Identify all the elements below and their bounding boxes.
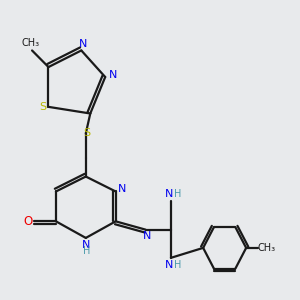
- Text: S: S: [40, 102, 47, 112]
- Text: N: N: [109, 70, 117, 80]
- Text: CH₃: CH₃: [22, 38, 40, 48]
- Text: N: N: [82, 240, 91, 250]
- Text: N: N: [143, 231, 151, 241]
- Text: CH₃: CH₃: [258, 243, 276, 253]
- Text: N: N: [79, 39, 87, 49]
- Text: H: H: [174, 189, 181, 199]
- Text: H: H: [83, 245, 90, 256]
- Text: N: N: [118, 184, 126, 194]
- Text: O: O: [23, 215, 32, 228]
- Text: S: S: [84, 128, 91, 138]
- Text: N: N: [165, 189, 174, 199]
- Text: N: N: [165, 260, 174, 270]
- Text: H: H: [174, 260, 181, 270]
